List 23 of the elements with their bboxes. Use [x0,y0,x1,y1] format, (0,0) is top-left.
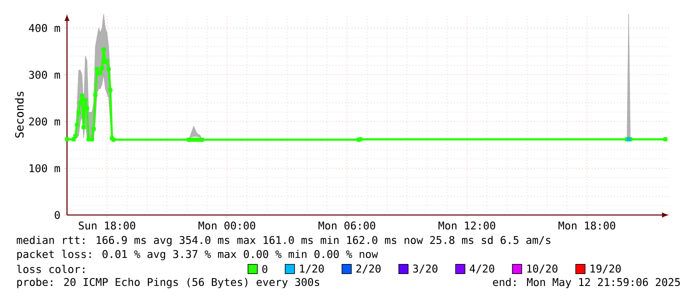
x-tick-label: Mon 00:00 [198,221,256,230]
legend-label: 1/20 [300,264,324,274]
legend-label: 19/20 [590,264,621,274]
x-tick-label: Mon 06:00 [318,221,376,230]
text: probe: 20 ICMP Echo Pings (56 Bytes) every 300s [17,278,320,288]
legend-label: 3/20 [413,264,438,274]
y-tick-label: 0 [54,210,60,220]
x-tick-label: Sun 18:00 [78,221,136,230]
text: packet loss: 0.01 % avg 3.37 % max 0.00 % min 0.00 % now [17,250,378,260]
text: median rtt: 166.9 ms avg 354.0 ms max 161.0 ms min 162.0 ms now 25.8 ms sd 6.5 am/s [16,236,550,246]
legend-label: 2/20 [356,264,381,274]
y-tick-label: 300 m [29,70,60,79]
text: end: Mon May 12 21:59:06 2025 [493,278,680,288]
y-axis-title: Seconds [14,92,24,138]
x-tick-label: Mon 12:00 [438,221,496,230]
legend-title: loss color: [17,264,84,274]
legend-label: 4/20 [470,264,494,274]
y-tick-label: 200 m [29,117,60,126]
legend-label: 0 [262,264,268,274]
legend-label: 10/20 [527,264,558,274]
x-tick-label: Mon 18:00 [558,221,616,230]
y-tick-label: 400 m [28,24,60,32]
y-tick-label: 100 m [30,164,60,172]
